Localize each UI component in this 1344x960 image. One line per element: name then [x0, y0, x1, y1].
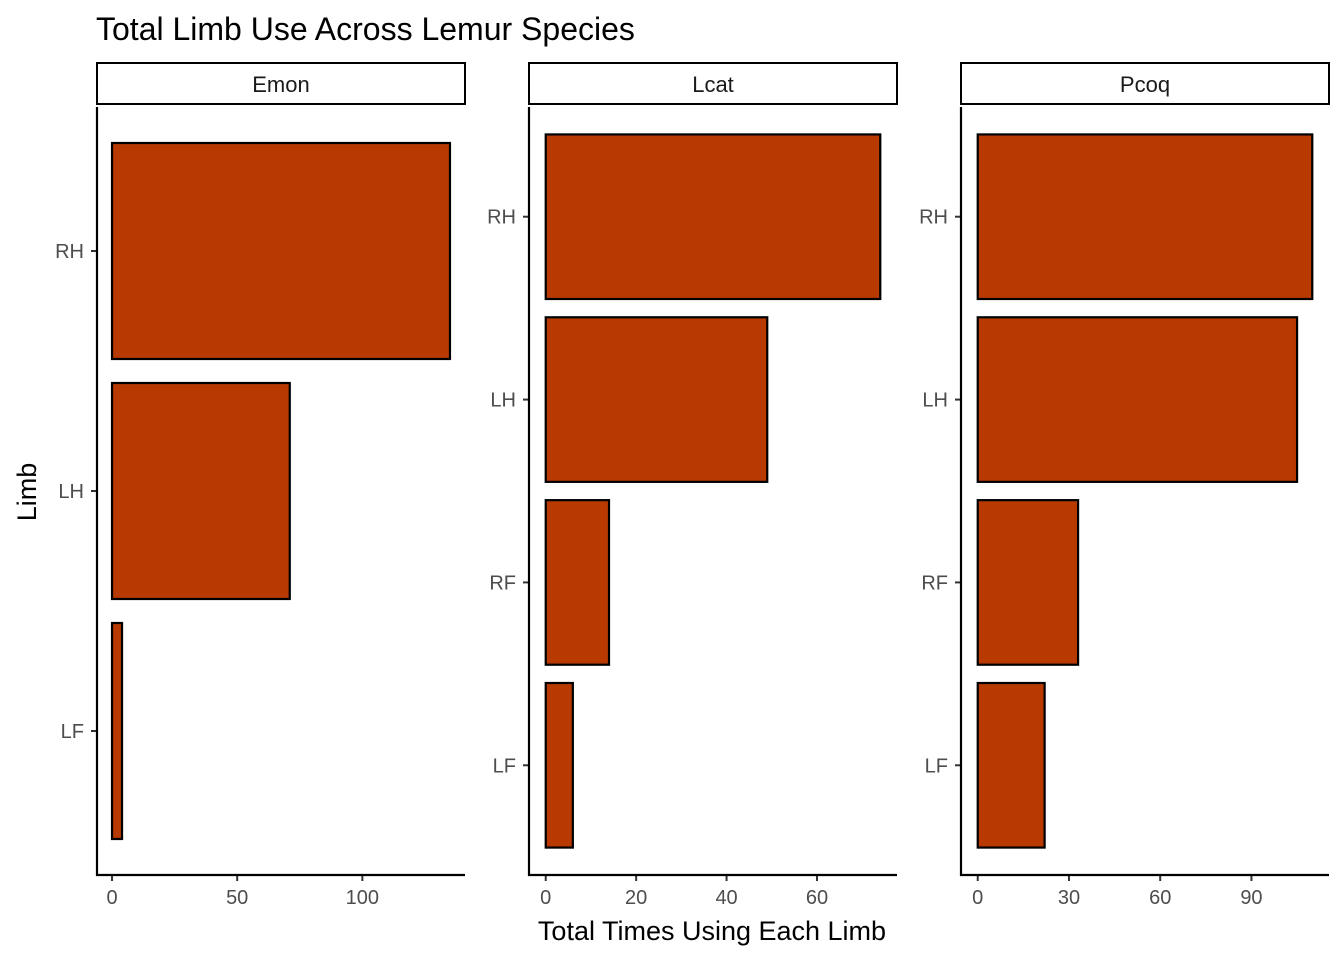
x-tick-label: 20 — [625, 887, 647, 909]
bar — [544, 133, 882, 301]
y-tick-label: RH — [919, 207, 948, 229]
x-tick-label: 0 — [540, 887, 551, 909]
facet-strip — [960, 62, 1330, 105]
facet-strip — [96, 62, 466, 105]
y-axis-title: Limb — [12, 463, 42, 522]
bar — [976, 499, 1080, 666]
facet-panels: Emon RH LH LF 0 50 100 Lcat RH LH RF LF 0 20 40 60 Pcoq R… — [55, 62, 1330, 909]
x-tick-label: 50 — [226, 887, 248, 909]
y-tick-label: LH — [922, 390, 948, 412]
bar — [544, 499, 611, 666]
bar — [976, 133, 1314, 301]
bar — [110, 381, 291, 601]
bar — [110, 141, 452, 361]
bar — [976, 316, 1299, 483]
y-tick-label: RF — [489, 572, 516, 594]
x-tick-label: 60 — [806, 887, 828, 909]
y-tick-label: RF — [921, 572, 948, 594]
chart-title: Total Limb Use Across Lemur Species — [96, 11, 635, 47]
bar — [544, 316, 769, 483]
bar — [544, 681, 574, 849]
x-tick-label: 100 — [346, 887, 379, 909]
x-tick-label: 40 — [715, 887, 737, 909]
x-tick-label: 30 — [1058, 887, 1080, 909]
y-tick-label: LH — [58, 481, 84, 503]
facet-strip-label: Emon — [252, 72, 309, 97]
x-tick-label: 0 — [972, 887, 983, 909]
bar — [110, 621, 124, 841]
y-tick-label: RH — [55, 241, 84, 263]
y-tick-label: LF — [493, 755, 516, 777]
facet-strip-label: Pcoq — [1120, 72, 1170, 97]
y-tick-label: LH — [490, 390, 516, 412]
y-tick-label: RH — [487, 207, 516, 229]
x-tick-label: 60 — [1149, 887, 1171, 909]
y-tick-label: LF — [925, 755, 948, 777]
y-tick-label: LF — [61, 721, 84, 743]
x-tick-label: 0 — [106, 887, 117, 909]
facet-panel-lcat: Lcat RH LH RF LF 0 20 40 60 — [487, 62, 898, 909]
x-tick-label: 90 — [1240, 887, 1262, 909]
facet-strip-label: Lcat — [692, 72, 734, 97]
x-axis-title: Total Times Using Each Limb — [538, 916, 886, 946]
facet-panel-emon: Emon RH LH LF 0 50 100 — [55, 62, 466, 909]
bar — [976, 681, 1046, 849]
facet-strip — [528, 62, 898, 105]
facet-panel-pcoq: Pcoq RH LH RF LF 0 30 60 90 — [919, 62, 1330, 909]
